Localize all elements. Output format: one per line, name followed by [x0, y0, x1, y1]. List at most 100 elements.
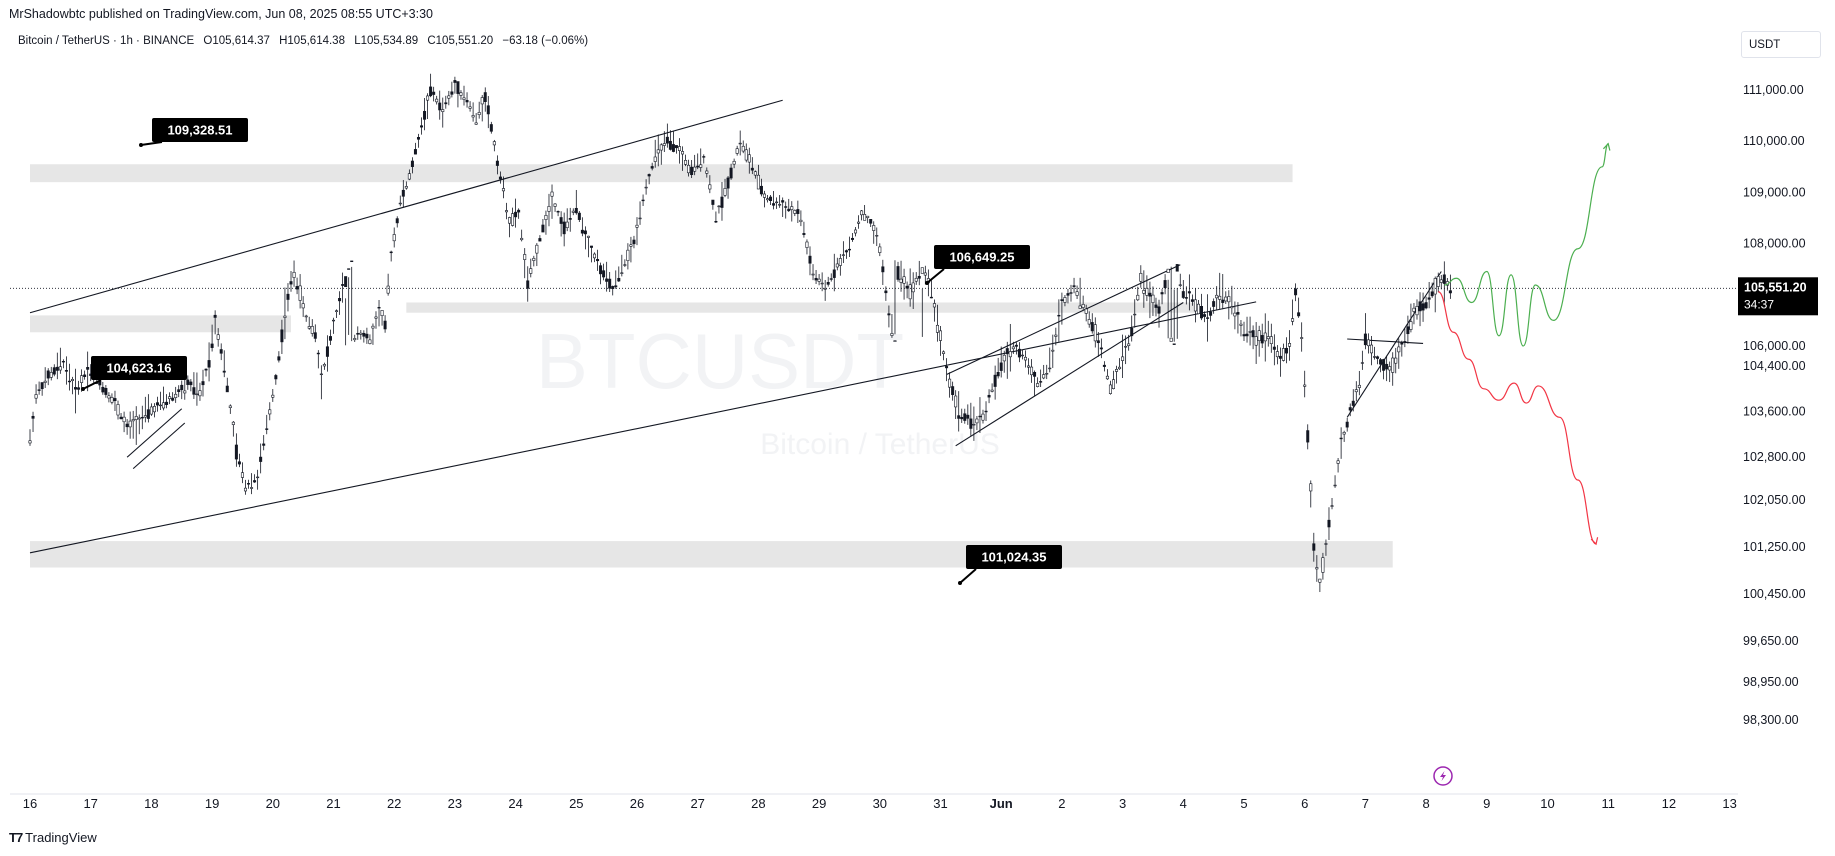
- candle: [374, 311, 378, 329]
- candle: [623, 259, 627, 268]
- price-series: [28, 73, 1452, 593]
- tradingview-brand[interactable]: T7 TradingView: [9, 830, 97, 845]
- candle: [671, 130, 675, 153]
- zone-2[interactable]: [30, 315, 292, 333]
- candle: [990, 383, 994, 393]
- candle: [1236, 302, 1240, 334]
- candle: [34, 384, 38, 404]
- candle: [225, 377, 229, 393]
- candle: [951, 381, 955, 401]
- zone-label-1[interactable]: 106,649.25: [925, 245, 1030, 285]
- bearish-projection[interactable]: [1437, 291, 1597, 545]
- y-tick-label: 102,800.00: [1743, 450, 1806, 464]
- bullish-projection[interactable]: [1444, 143, 1609, 347]
- y-tick-label: 100,450.00: [1743, 587, 1806, 601]
- candle: [253, 474, 257, 483]
- candle: [468, 101, 472, 112]
- candle: [146, 394, 150, 423]
- candle: [1433, 276, 1437, 313]
- candle: [1196, 300, 1200, 315]
- x-tick-label: 10: [1540, 796, 1554, 811]
- candle: [1081, 295, 1085, 310]
- x-tick-label: 22: [387, 796, 401, 811]
- candle: [711, 199, 715, 210]
- zone-label-0[interactable]: 109,328.51: [139, 118, 248, 147]
- candle: [159, 391, 163, 411]
- candle: [301, 296, 305, 317]
- x-tick-label: 28: [751, 796, 765, 811]
- candle: [289, 270, 293, 292]
- candle: [1187, 274, 1191, 311]
- candle: [1406, 315, 1410, 344]
- candle: [762, 190, 766, 208]
- candle: [143, 396, 147, 423]
- candle: [268, 402, 272, 421]
- zone-0[interactable]: [30, 164, 1293, 183]
- trendline-7[interactable]: [1347, 338, 1424, 344]
- candle: [1339, 427, 1343, 459]
- candle: [46, 368, 50, 386]
- candle: [386, 273, 390, 296]
- candle: [356, 326, 360, 340]
- trendline-0[interactable]: [29, 99, 783, 314]
- candle: [55, 352, 59, 380]
- time-axis[interactable]: 16 17 18 19 20 21 22 23 24 25 26 27 28 29 30 31 Jun 2 3 4 5 6…: [10, 793, 1738, 811]
- candle: [684, 154, 688, 167]
- candle: [884, 286, 888, 301]
- candle: [383, 315, 387, 333]
- trendline-3[interactable]: [946, 264, 1181, 376]
- candle: [932, 299, 936, 322]
- candle: [201, 369, 205, 397]
- candle: [480, 95, 484, 122]
- candle: [799, 210, 803, 227]
- candle: [1169, 266, 1173, 342]
- candle: [1391, 352, 1395, 386]
- candle: [863, 205, 867, 221]
- zone-3[interactable]: [30, 541, 1393, 568]
- candle: [1163, 274, 1167, 295]
- x-tick-label: 21: [326, 796, 340, 811]
- candle: [1200, 293, 1204, 321]
- candle: [231, 420, 235, 437]
- candle: [529, 258, 533, 278]
- x-tick-label: 2: [1058, 796, 1065, 811]
- candle: [538, 235, 542, 242]
- legend-symbol[interactable]: Bitcoin / TetherUS · 1h · BINANCE: [18, 35, 195, 47]
- currency-selector[interactable]: USDT: [1741, 31, 1821, 58]
- candle: [319, 365, 323, 400]
- candle: [1108, 380, 1112, 395]
- candle: [844, 249, 848, 259]
- candle: [107, 392, 111, 403]
- price-axis[interactable]: 111,000.00 110,000.00 109,000.00 108,000.00…: [1743, 83, 1806, 727]
- zone-label-text: 109,328.51: [167, 123, 232, 138]
- candle: [687, 159, 691, 177]
- support-resistance-zones: [30, 164, 1393, 568]
- flash-icon[interactable]: [1433, 766, 1453, 786]
- candle: [444, 95, 448, 109]
- candle: [1318, 578, 1322, 593]
- candle: [960, 408, 964, 423]
- trendline-5[interactable]: [126, 408, 183, 458]
- trendline-2[interactable]: [955, 302, 1184, 447]
- candle: [523, 248, 527, 279]
- candle: [659, 143, 663, 165]
- candle: [1154, 297, 1158, 317]
- candle: [681, 146, 685, 171]
- candle: [1203, 311, 1207, 323]
- candle: [866, 215, 870, 224]
- candle: [1063, 295, 1067, 307]
- zone-label-3[interactable]: 101,024.35: [958, 545, 1062, 585]
- y-tick-label: 102,050.00: [1743, 493, 1806, 507]
- candle: [331, 317, 335, 334]
- zone-label-2[interactable]: 104,623.16: [81, 356, 187, 391]
- zone-1[interactable]: [406, 302, 1196, 313]
- candle: [981, 409, 985, 424]
- x-tick-label: 24: [508, 796, 522, 811]
- zone-label-text: 104,623.16: [106, 361, 171, 376]
- trendline-4[interactable]: [132, 422, 186, 470]
- candle: [802, 221, 806, 238]
- trendline-6[interactable]: [1346, 271, 1442, 418]
- y-tick-label: 108,000.00: [1743, 237, 1806, 251]
- trendline-1[interactable]: [29, 301, 1257, 554]
- price-chart[interactable]: BTCUSDT Bitcoin / TetherUS 109,328.51106…: [0, 26, 1835, 834]
